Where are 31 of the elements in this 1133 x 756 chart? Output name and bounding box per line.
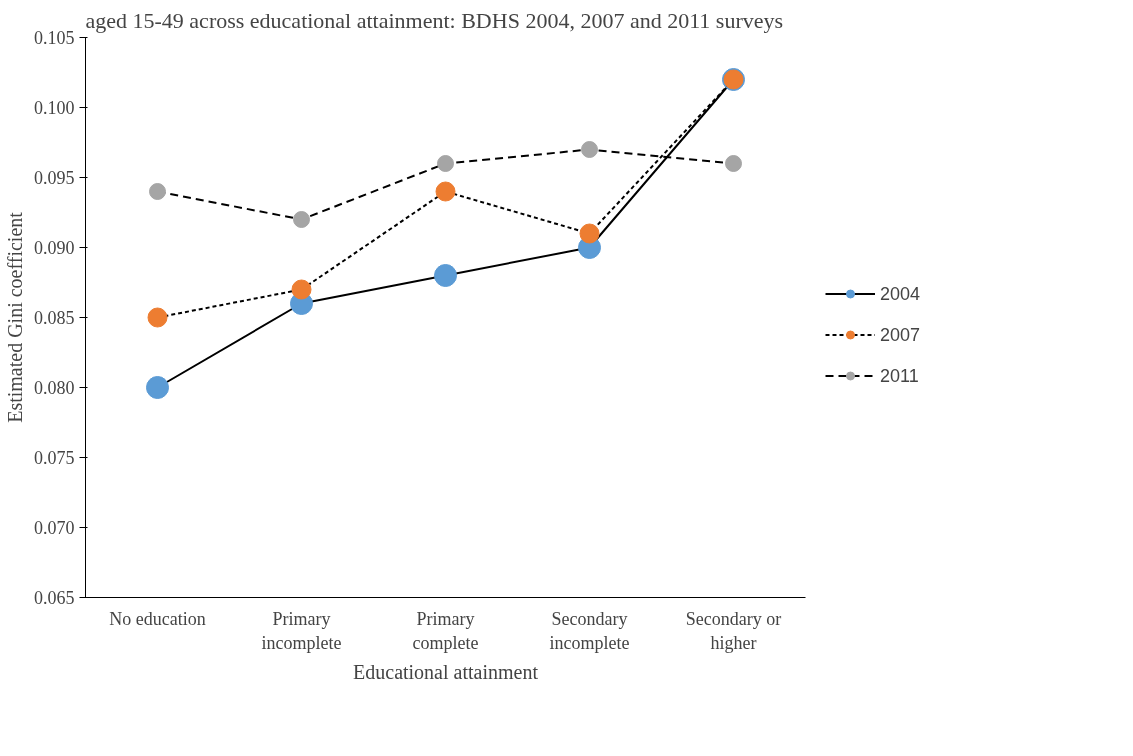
x-axis-title: Educational attainment (353, 660, 539, 683)
point (434, 264, 457, 287)
x-tick-label: No education (109, 608, 206, 629)
y-tick-label: 0.065 (34, 588, 75, 608)
point (435, 181, 456, 202)
point (147, 307, 168, 328)
y-tick-label: 0.095 (34, 168, 75, 188)
chart-title: aged 15-49 across educational attainment: BDHS 2004, 2007 and 2011 surveys (85, 7, 784, 33)
legend-label: 2004 (880, 283, 921, 304)
y-axis-title: Estimated Gini coefficient (4, 211, 26, 423)
y-tick-label: 0.075 (34, 448, 75, 468)
point (149, 183, 166, 200)
x-tick-label: Secondary incomplete (549, 608, 630, 653)
x-tick-label: Secondary or higher (685, 608, 782, 653)
y-tick-label: 0.070 (34, 518, 75, 538)
point (146, 376, 169, 399)
point (725, 155, 742, 172)
x-tick-label: Primary complete (412, 608, 479, 653)
y-tick-label: 0.080 (34, 378, 75, 398)
legend-label: 2011 (880, 365, 919, 386)
point (579, 223, 600, 244)
y-tick-label: 0.105 (34, 28, 75, 48)
legend-label: 2007 (880, 324, 921, 345)
y-tick-label: 0.090 (34, 238, 75, 258)
point (437, 155, 454, 172)
point (581, 141, 598, 158)
point (291, 279, 312, 300)
x-tick-label: Primary incomplete (261, 608, 342, 653)
point (293, 211, 310, 228)
y-tick-label: 0.085 (34, 308, 75, 328)
y-tick-label: 0.100 (34, 98, 75, 118)
